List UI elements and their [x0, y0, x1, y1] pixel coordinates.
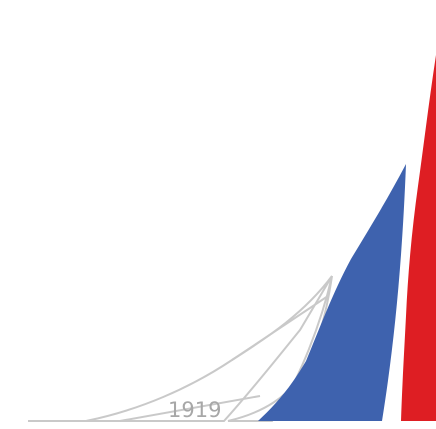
red-sail-shape — [401, 55, 436, 421]
outline-diagonal — [231, 295, 329, 361]
outline-sail-shape — [28, 275, 333, 422]
outline-lower-line — [119, 395, 261, 422]
year-text: 1919 — [168, 398, 221, 422]
outline-center-shape — [227, 275, 333, 422]
blue-sail-shape — [258, 164, 406, 421]
